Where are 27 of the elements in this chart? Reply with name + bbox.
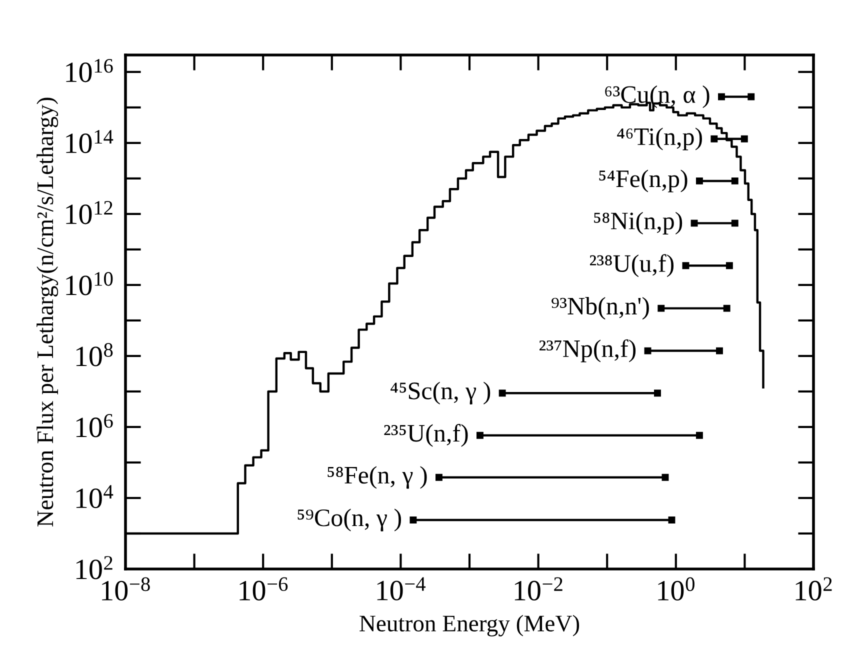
x-tick-label: 10$^{0}$	[658, 577, 694, 601]
series-label: ²³⁵U(n,f)	[384, 424, 468, 447]
y-tick-label: 10$^{2}$	[76, 556, 112, 580]
series-label: ⁵⁸Ni(n,p)	[594, 212, 682, 235]
series-label: ²³⁸U(u,f)	[590, 254, 674, 278]
legend-label: ⁶³Cu(n, α )	[605, 85, 710, 108]
x-tick-label: 10$^{−8}$	[102, 577, 150, 601]
series-label: ⁹³Nb(n,n')	[552, 296, 649, 320]
series-label: ²³⁷Np(n,f)	[540, 339, 636, 362]
y-tick-label: 10$^{14}$	[66, 130, 114, 154]
x-tick-label: 10$^{−2}$	[514, 577, 562, 600]
series-label: ⁵⁸Fe(n, γ )	[328, 466, 427, 489]
series-label: ⁵⁹Co(n, γ )	[298, 508, 402, 532]
x-tick-label: 10$^{−6}$	[240, 577, 288, 600]
x-tick-label: 10$^{−4}$	[377, 577, 426, 600]
y-tick-label: 10$^{16}$	[66, 59, 113, 82]
y-tick-label: 10$^{12}$	[66, 201, 112, 224]
y-axis-title: Neutron Flux per Lethargy(n/cm²/s/Lethargy)	[36, 98, 58, 527]
y-tick-label: 10$^{4}$	[76, 485, 114, 508]
x-axis-title: Neutron Energy (MeV)	[360, 614, 580, 636]
y-tick-label: 10$^{8}$	[76, 343, 113, 366]
y-tick-label: 10$^{6}$	[76, 414, 113, 438]
series-label: ⁴⁶Ti(n,p)	[617, 128, 702, 150]
y-tick-label: 10$^{10}$	[66, 272, 113, 296]
series-label: ⁴⁵Sc(n, γ )	[390, 382, 490, 404]
series-label: ⁵⁴Fe(n,p)	[599, 170, 688, 192]
x-tick-label: 10$^{2}$	[796, 577, 832, 600]
